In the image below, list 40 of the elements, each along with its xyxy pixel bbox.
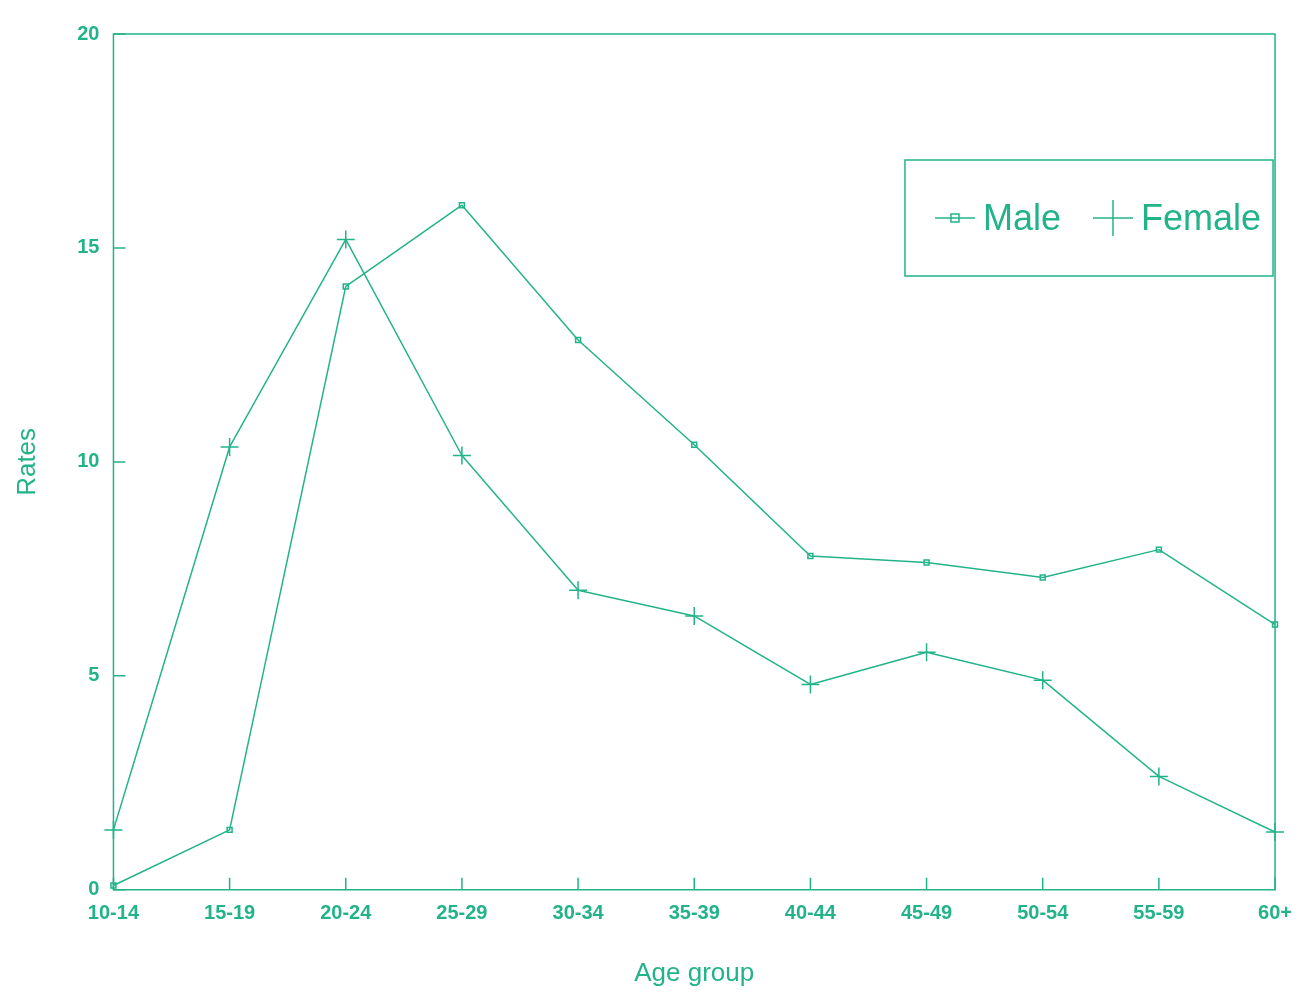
y-tick-label: 15 bbox=[77, 235, 100, 258]
point bbox=[1149, 766, 1169, 787]
point bbox=[807, 552, 814, 560]
x-tick-label: 40-44 bbox=[784, 901, 837, 924]
x-tick-label: 30-34 bbox=[552, 901, 605, 924]
point bbox=[1271, 621, 1279, 628]
point bbox=[452, 445, 472, 466]
point bbox=[568, 580, 588, 601]
point bbox=[923, 559, 930, 566]
point bbox=[684, 606, 704, 626]
y-tick-label: 20 bbox=[77, 21, 100, 44]
point bbox=[219, 437, 240, 457]
point bbox=[342, 283, 349, 290]
point bbox=[336, 229, 356, 250]
x-tick-label: 60+ bbox=[1258, 901, 1293, 924]
point bbox=[1039, 574, 1046, 581]
point bbox=[458, 201, 466, 209]
point bbox=[110, 882, 117, 889]
x-tick-label: 45-49 bbox=[900, 901, 953, 924]
y-tick-label: 0 bbox=[88, 877, 100, 900]
y-tick-label: 5 bbox=[88, 663, 100, 686]
x-tick-label: 25-29 bbox=[436, 901, 488, 924]
y-axis-title: Rates bbox=[10, 427, 41, 496]
point bbox=[226, 826, 233, 834]
point bbox=[800, 674, 821, 695]
legend-label: Male bbox=[982, 196, 1061, 238]
x-tick-label: 50-54 bbox=[1017, 901, 1070, 924]
point bbox=[916, 642, 937, 663]
point bbox=[1032, 670, 1053, 690]
x-axis-title: Age group bbox=[634, 956, 755, 987]
point bbox=[574, 336, 582, 344]
y-tick-label: 10 bbox=[77, 449, 100, 472]
x-tick-label: 20-24 bbox=[320, 901, 373, 924]
point bbox=[691, 441, 698, 449]
point bbox=[1155, 546, 1163, 553]
x-tick-label: 55-59 bbox=[1133, 901, 1185, 924]
x-tick-label: 10-14 bbox=[87, 901, 140, 924]
x-tick-label: 15-19 bbox=[204, 901, 256, 924]
x-tick-label: 35-39 bbox=[668, 901, 720, 924]
legend-label: Female bbox=[1141, 196, 1262, 238]
